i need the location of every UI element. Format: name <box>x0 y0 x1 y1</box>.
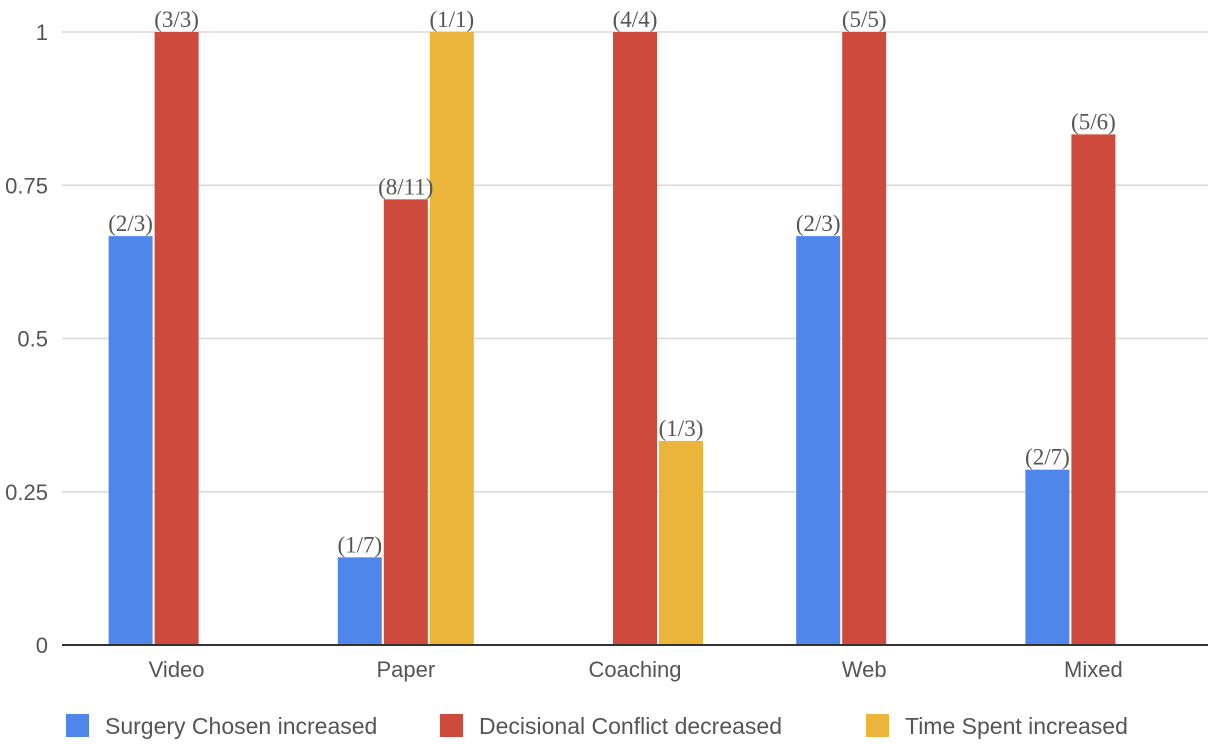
legend: Surgery Chosen increased Decisional Confl… <box>66 713 1128 739</box>
data-label: (3/3) <box>154 7 199 32</box>
x-tick-label: Coaching <box>589 657 682 682</box>
bar <box>429 32 474 645</box>
x-tick-label: Paper <box>376 657 435 682</box>
legend-swatch <box>440 714 463 737</box>
bar <box>108 236 153 645</box>
bars <box>108 32 1116 645</box>
bar <box>383 199 428 645</box>
x-tick-label: Video <box>149 657 205 682</box>
legend-swatch <box>66 714 89 737</box>
x-axis: Video Paper Coaching Web Mixed <box>62 644 1208 682</box>
y-tick-label: 1 <box>36 20 48 45</box>
bar <box>796 236 841 645</box>
data-label: (2/3) <box>108 211 153 236</box>
data-label: (2/3) <box>796 211 841 236</box>
bar <box>842 32 887 645</box>
data-label: (1/3) <box>659 416 704 441</box>
bar <box>613 32 657 645</box>
data-labels: (2/3) (3/3) (1/7) (8/11) (1/1) (4/4) (1/3) (2/3… <box>108 7 1116 557</box>
x-tick-label: Web <box>842 657 887 682</box>
y-axis: 0 0.25 0.5 0.75 1 <box>5 20 48 658</box>
bar <box>337 557 382 645</box>
legend-label: Decisional Conflict decreased <box>479 713 782 739</box>
legend-label: Surgery Chosen increased <box>105 713 377 739</box>
data-label: (1/7) <box>337 532 382 557</box>
legend-label: Time Spent increased <box>905 713 1128 739</box>
y-tick-label: 0.25 <box>5 480 48 505</box>
data-label: (4/4) <box>613 7 658 32</box>
bar <box>154 32 199 645</box>
x-tick-label: Mixed <box>1064 657 1123 682</box>
legend-swatch <box>866 714 889 737</box>
data-label: (5/6) <box>1071 109 1116 134</box>
data-label: (1/1) <box>429 7 474 32</box>
data-label: (8/11) <box>378 174 433 199</box>
data-label: (5/5) <box>842 7 887 32</box>
y-tick-label: 0.75 <box>5 173 48 198</box>
y-tick-label: 0 <box>36 633 48 658</box>
data-label: (2/7) <box>1025 445 1070 470</box>
y-tick-label: 0.5 <box>17 327 48 352</box>
bar <box>1025 469 1070 645</box>
bar <box>659 440 703 645</box>
bar <box>1071 134 1116 645</box>
